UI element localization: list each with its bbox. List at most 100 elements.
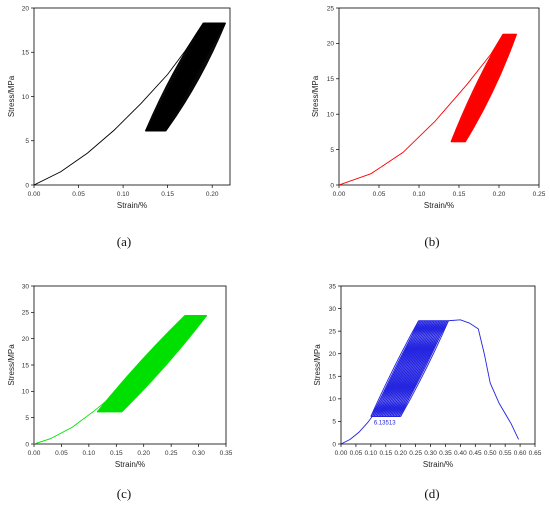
x-tick-label: 0.05 <box>72 191 85 198</box>
y-tick-label: 15 <box>327 76 335 83</box>
chart-a: 0.00 0.05 0.10 0.15 0.20 0 5 10 15 20 Strain/% Stre… <box>7 5 231 249</box>
plot-area <box>34 314 208 444</box>
x-tick-label: 0.60 <box>514 450 527 457</box>
x-axis-label: Strain/% <box>115 460 145 469</box>
x-axis-label: Strain/% <box>117 201 147 210</box>
y-axis-label: Stress/MPa <box>7 75 16 117</box>
plot-frame <box>338 7 540 186</box>
x-tick-label: 0.50 <box>484 450 497 457</box>
cycle-loop <box>392 320 441 417</box>
x-tick-label: 0.25 <box>165 450 178 457</box>
cycle-loop <box>384 320 434 417</box>
y-tick-label: 10 <box>329 396 337 403</box>
cycle-loop <box>121 315 208 413</box>
loading-curve <box>339 33 504 185</box>
cycle-loop <box>375 320 424 417</box>
y-axis-label: Stress/MPa <box>313 344 322 386</box>
y-tick-label: 20 <box>22 5 30 12</box>
cycle-loop <box>379 320 429 417</box>
x-tick-label: 0.45 <box>469 450 482 457</box>
x-tick-label: 0.10 <box>413 191 426 198</box>
cycle-loop <box>97 315 186 413</box>
x-tick-label: 0.15 <box>379 450 392 457</box>
cycle-loop <box>389 320 438 417</box>
loading-curve <box>34 315 189 444</box>
y-tick-label: 30 <box>22 283 30 290</box>
cycle-loop <box>465 34 518 143</box>
x-tick-label: 0.35 <box>439 450 452 457</box>
y-tick-label: 15 <box>329 374 337 381</box>
x-tick-label: 0.55 <box>499 450 512 457</box>
plot-area <box>339 33 518 185</box>
cycle-loop <box>387 320 437 417</box>
cycle-loop <box>451 33 505 142</box>
x-tick-label: 0.05 <box>55 450 68 457</box>
x-tick-label: 0.00 <box>335 450 348 457</box>
cycle-band-fill <box>97 315 207 412</box>
panel-caption: (a) <box>117 234 131 249</box>
panel-caption: (b) <box>424 234 439 249</box>
chart-d: 0.00 0.05 0.10 0.15 0.20 0.25 0.30 0.35 0.40 0.45… <box>313 283 542 501</box>
cycle-loop <box>164 22 226 132</box>
x-tick-label: 0.00 <box>333 191 346 198</box>
cycle-loop <box>370 320 419 417</box>
y-tick-label: 5 <box>25 415 29 422</box>
y-tick-label: 20 <box>329 351 337 358</box>
x-tick-label: 0.05 <box>373 191 386 198</box>
cycle-loop <box>96 315 186 413</box>
cycle-band-fill <box>370 320 449 417</box>
cycle-band-fill <box>145 23 226 132</box>
y-tick-label: 10 <box>22 94 30 101</box>
cycle-loop <box>376 320 426 417</box>
x-tick-label: 0.30 <box>424 450 437 457</box>
plot-frame <box>33 285 227 445</box>
y-tick-label: 25 <box>22 310 30 317</box>
y-tick-label: 25 <box>329 328 337 335</box>
cycle-loop <box>390 320 440 417</box>
cycle-loop <box>373 320 423 417</box>
plot-area <box>341 319 519 444</box>
cycle-band-fill <box>451 34 517 142</box>
cycle-loop <box>400 320 449 417</box>
cycle-loop <box>144 22 204 132</box>
x-tick-label: 0.05 <box>350 450 363 457</box>
cycle-loop <box>165 22 226 132</box>
plot-frame <box>340 285 536 445</box>
y-tick-label: 0 <box>330 182 334 189</box>
y-tick-label: 20 <box>327 41 335 48</box>
y-tick-label: 15 <box>22 362 30 369</box>
cycle-loop <box>383 320 432 417</box>
x-tick-label: 0.30 <box>192 450 205 457</box>
cycle-loop <box>381 320 430 417</box>
x-tick-label: 0.35 <box>220 450 233 457</box>
cycle-loop <box>378 320 427 417</box>
cycle-loop <box>450 33 504 142</box>
x-tick-label: 0.20 <box>394 450 407 457</box>
x-tick-label: 0.25 <box>533 191 546 198</box>
loading-curve <box>34 22 204 185</box>
x-axis-label: Strain/% <box>423 460 453 469</box>
x-tick-label: 0.25 <box>409 450 422 457</box>
post-peak-curve <box>448 319 519 440</box>
cycle-loop <box>397 320 446 417</box>
y-tick-label: 5 <box>330 147 334 154</box>
y-tick-label: 5 <box>25 138 29 145</box>
y-tick-label: 0 <box>25 182 29 189</box>
cycle-loop <box>145 22 205 132</box>
loading-curve <box>341 413 375 444</box>
x-tick-label: 0.10 <box>365 450 378 457</box>
y-tick-label: 30 <box>329 306 337 313</box>
x-tick-label: 0.20 <box>493 191 506 198</box>
x-tick-label: 0.15 <box>453 191 466 198</box>
x-tick-label: 0.10 <box>83 450 96 457</box>
cycle-loop <box>386 320 435 417</box>
x-tick-label: 0.15 <box>110 450 123 457</box>
min-stress-annotation: 6.13513 <box>374 420 396 426</box>
x-tick-label: 0.00 <box>28 191 41 198</box>
cycle-loop <box>400 320 449 417</box>
x-tick-label: 0.20 <box>206 191 219 198</box>
x-tick-label: 0.00 <box>28 450 41 457</box>
y-axis-label: Stress/MPa <box>311 75 320 117</box>
y-tick-label: 35 <box>329 283 337 290</box>
